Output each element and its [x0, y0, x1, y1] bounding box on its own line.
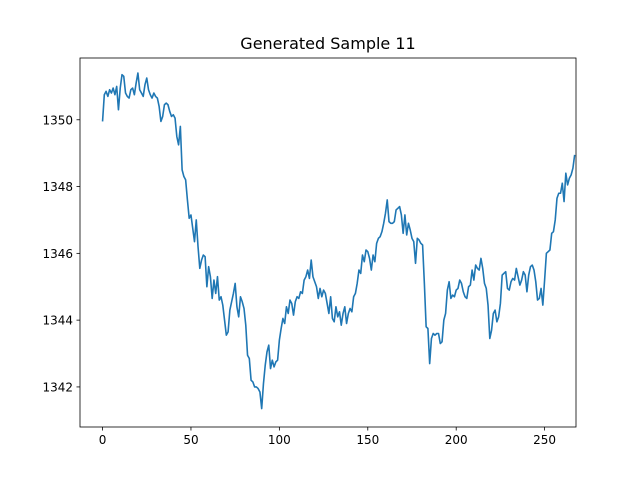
series-line-0 [101, 72, 576, 410]
y-tick-label: 1348 [42, 180, 73, 194]
x-tick-label: 150 [356, 433, 379, 447]
y-tick-label: 1344 [42, 314, 73, 328]
y-tick-label: 1346 [42, 247, 73, 261]
x-tick-label: 200 [445, 433, 468, 447]
x-tick-label: 0 [99, 433, 107, 447]
x-tick-label: 100 [268, 433, 291, 447]
x-tick-label: 250 [533, 433, 556, 447]
axes-frame [79, 57, 577, 428]
plot-area: 0 50 100 150 200 250 1342 1344 1346 1348 1350 [42, 57, 577, 447]
y-tick-label: 1342 [42, 380, 73, 394]
x-tick-label: 50 [183, 433, 198, 447]
y-tick-label: 1350 [42, 113, 73, 127]
chart-title: Generated Sample 11 [240, 34, 415, 53]
